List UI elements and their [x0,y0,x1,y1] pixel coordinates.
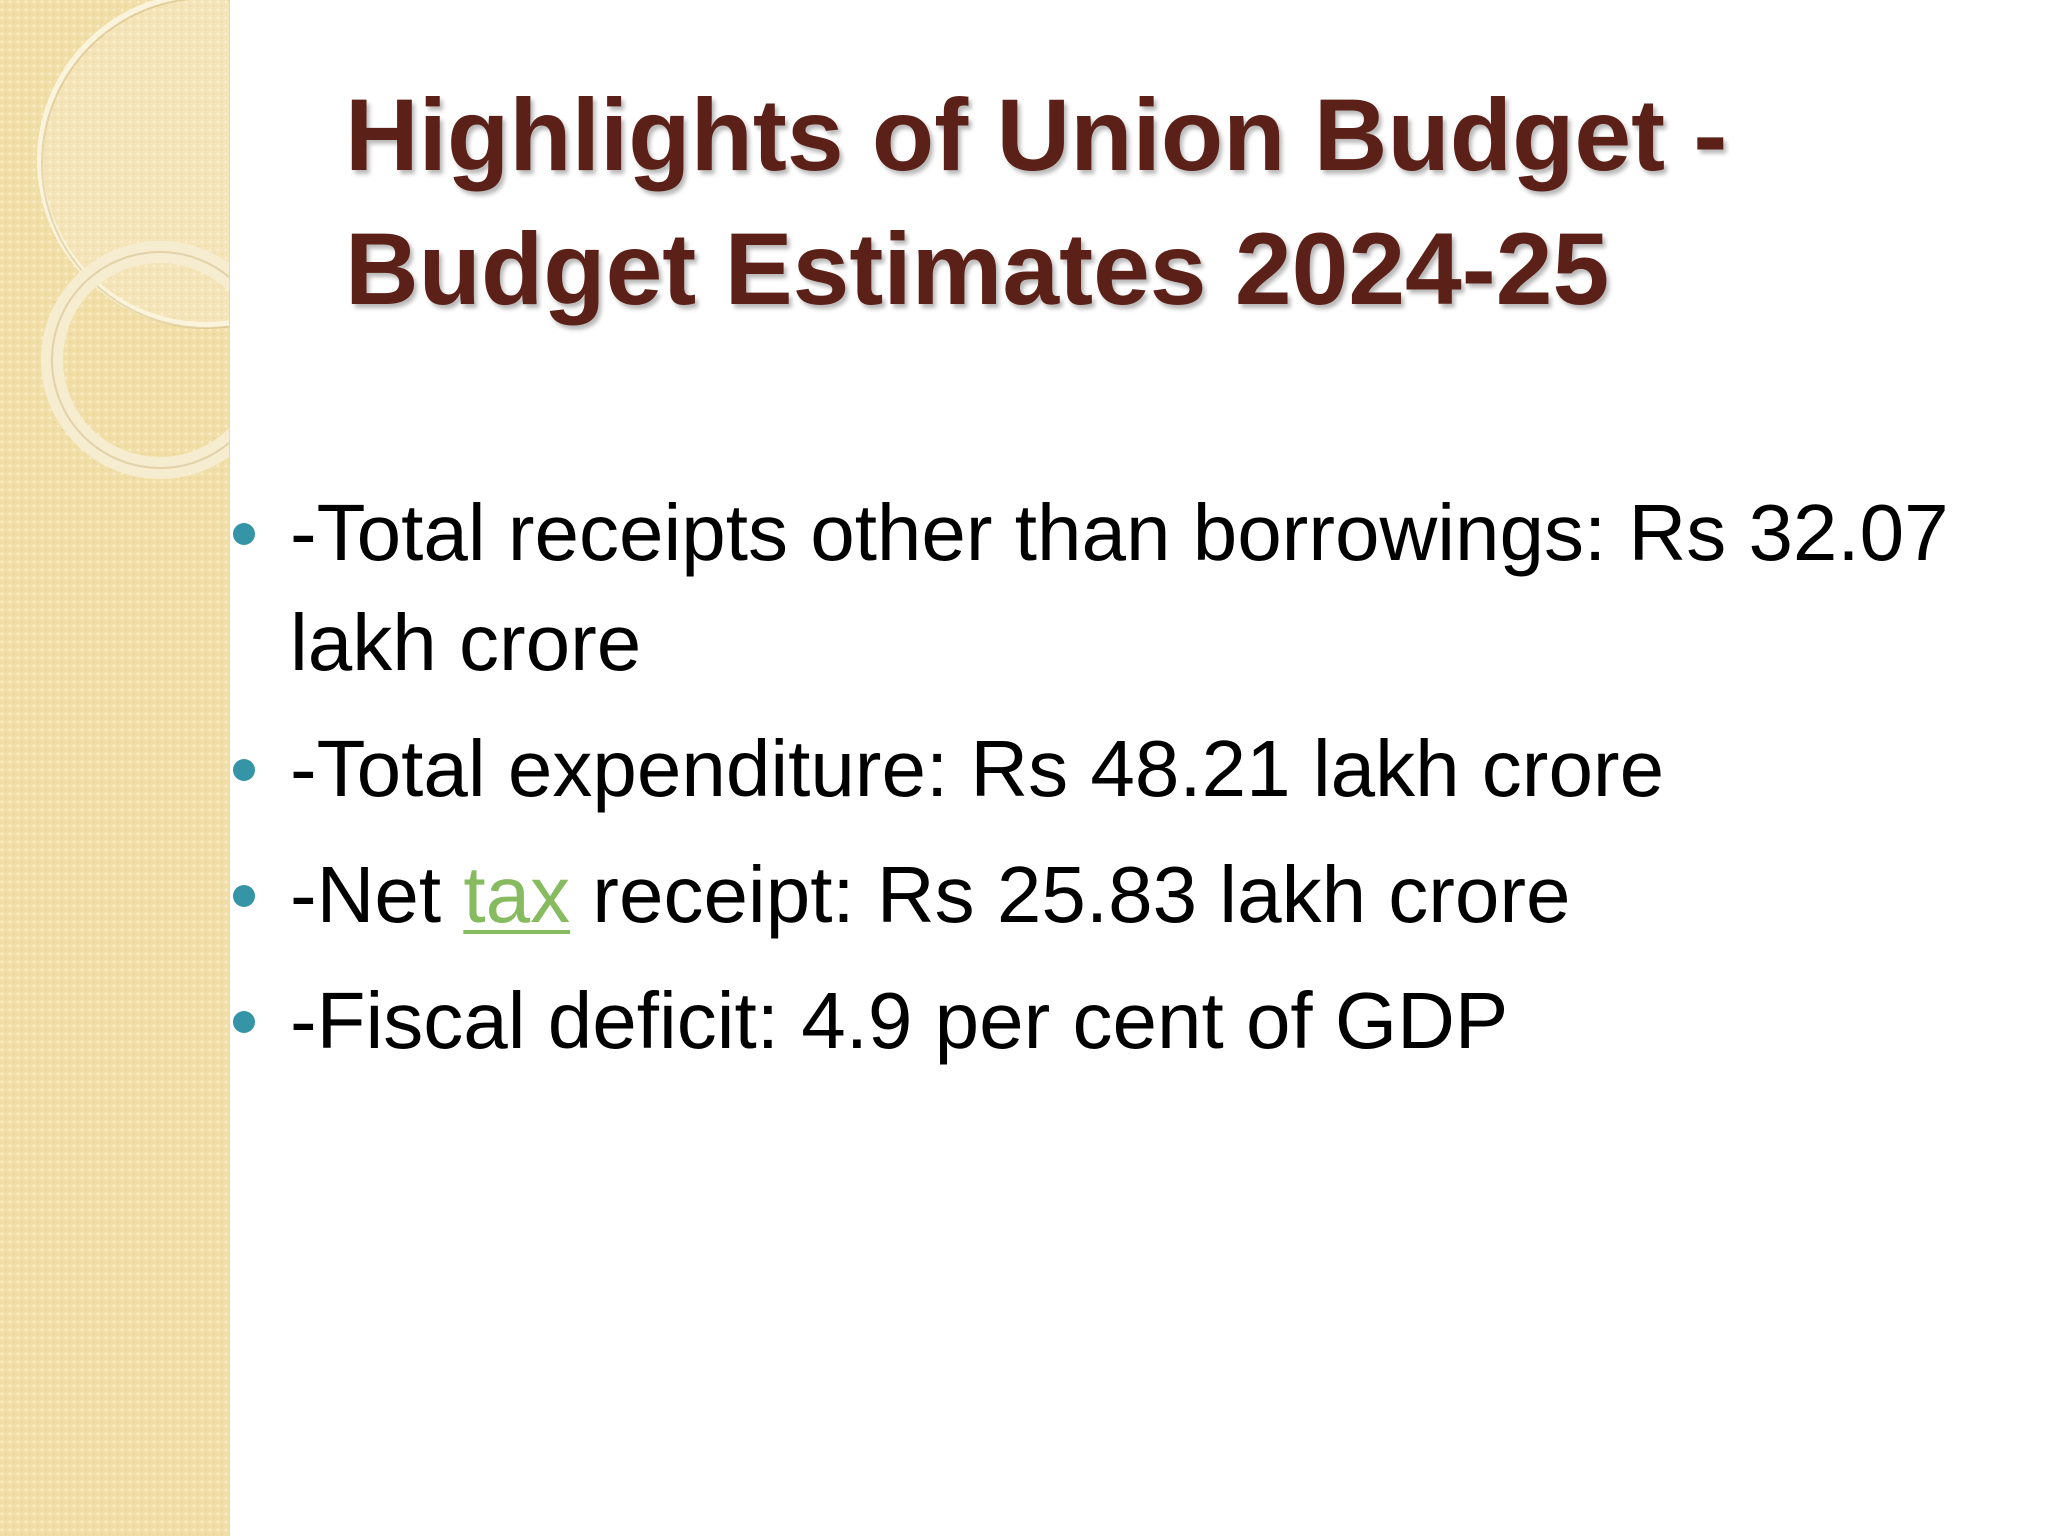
bullet-item-total-receipts: -Total receipts other than borrowings: R… [228,478,1988,698]
bullet-text: -Total expenditure: Rs 48.21 lakh crore [290,724,1665,813]
bullet-dot-icon [233,1011,255,1033]
large-ring-shadow [41,0,229,329]
bullet-text: -Fiscal deficit: 4.9 per cent of GDP [290,976,1509,1065]
slide-title-line-1: Highlights of Union Budget - [345,78,1728,192]
small-ring [41,241,229,479]
slide-title-line-2: Budget Estimates 2024-25 [345,212,1610,326]
bullet-item-net-tax-receipt: -Net tax receipt: Rs 25.83 lakh crore [228,840,1988,950]
small-ring-edge [51,251,229,469]
large-ring [37,0,229,328]
bullet-dot-icon [233,885,255,907]
bullet-list: -Total receipts other than borrowings: R… [228,478,1988,1092]
bullet-dot-icon [233,523,255,545]
bullet-dot-icon [233,759,255,781]
bullet-text-prefix: -Net [290,850,464,939]
decorative-rings [37,0,229,479]
bullet-text: -Total receipts other than borrowings: R… [290,488,1949,687]
slide-title: Highlights of Union Budget - Budget Esti… [345,68,1985,336]
bullet-item-total-expenditure: -Total expenditure: Rs 48.21 lakh crore [228,714,1988,824]
bullet-text-suffix: receipt: Rs 25.83 lakh crore [570,850,1571,939]
bullet-item-fiscal-deficit: -Fiscal deficit: 4.9 per cent of GDP [228,966,1988,1076]
side-pattern-band [0,0,230,1536]
tax-link[interactable]: tax [463,850,571,939]
